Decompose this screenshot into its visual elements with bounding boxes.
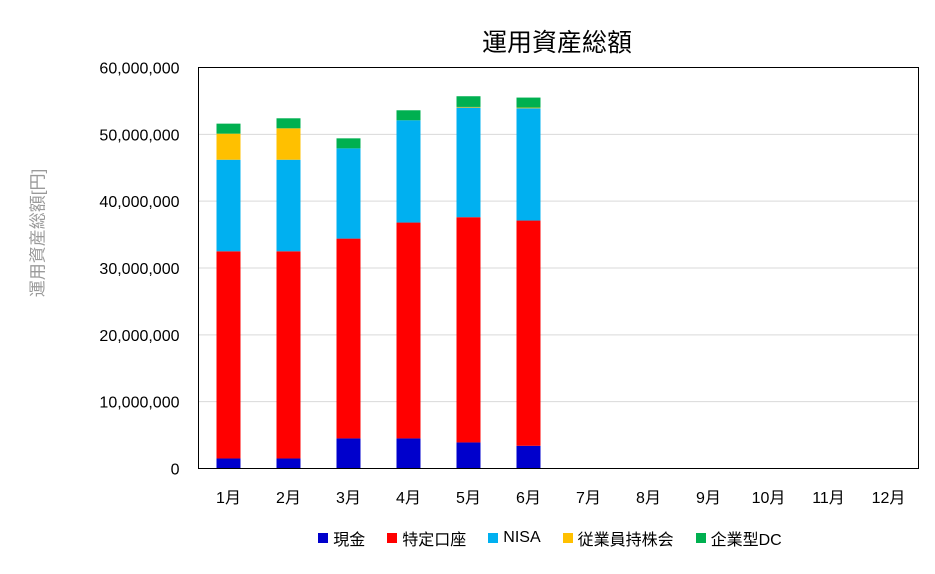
x-tick-label: 5月 bbox=[456, 490, 481, 507]
legend-item: 従業員持株会 bbox=[562, 526, 674, 550]
gridlines bbox=[198, 133, 919, 403]
y-tick-label: 40,000,000 bbox=[99, 194, 179, 211]
plot-area-border bbox=[198, 67, 919, 469]
bar-segment bbox=[456, 106, 481, 108]
y-tick-label: 20,000,000 bbox=[99, 328, 179, 345]
bar-segment bbox=[516, 107, 541, 109]
x-tick-label: 12月 bbox=[872, 490, 906, 507]
bar-segment bbox=[336, 138, 361, 149]
y-tick-label: 50,000,000 bbox=[99, 127, 179, 144]
bar-segment bbox=[216, 123, 241, 134]
legend-label: 従業員持株会 bbox=[577, 532, 674, 549]
x-tick-label: 11月 bbox=[812, 490, 845, 507]
bar-segment bbox=[456, 107, 481, 218]
x-tick-label: 6月 bbox=[516, 490, 541, 507]
legend-swatch bbox=[488, 533, 499, 543]
bar-segment bbox=[276, 118, 301, 129]
x-tick-label: 9月 bbox=[696, 490, 721, 507]
bar-segment bbox=[276, 128, 301, 160]
bar-segment bbox=[516, 220, 541, 446]
x-tick-label: 10月 bbox=[752, 490, 786, 507]
bar-segment bbox=[516, 108, 541, 221]
bar-segment bbox=[216, 133, 241, 160]
legend-swatch bbox=[695, 533, 706, 543]
x-tick-labels: 1月 2月 3月 4月 5月 6月 7月 8月 9月 10月 11月 12月 bbox=[216, 490, 905, 507]
bar-segment bbox=[516, 97, 541, 108]
y-tick-label: 60,000,000 bbox=[99, 61, 179, 78]
legend-label: 現金 bbox=[333, 532, 366, 549]
bar-segment bbox=[336, 438, 361, 469]
bar-segment bbox=[396, 438, 421, 469]
legend-label: 特定口座 bbox=[402, 532, 467, 549]
legend-swatch bbox=[318, 533, 329, 543]
bar-segment bbox=[456, 442, 481, 469]
bar-segment bbox=[456, 96, 481, 107]
bar-segment bbox=[276, 251, 301, 459]
y-tick-label: 30,000,000 bbox=[99, 261, 179, 278]
bar-segment bbox=[396, 222, 421, 439]
y-tick-label: 10,000,000 bbox=[99, 395, 179, 412]
bar-segment bbox=[216, 159, 241, 252]
bar-segment bbox=[216, 458, 241, 469]
legend-item: 企業型DC bbox=[695, 526, 782, 550]
legend: 現金 特定口座 NISA 従業員持株会 企業型DC bbox=[190, 526, 910, 550]
x-tick-label: 8月 bbox=[636, 490, 661, 507]
bar-segment bbox=[456, 217, 481, 443]
bar-segment bbox=[336, 148, 361, 239]
bar-segment bbox=[276, 159, 301, 252]
y-axis-label: 運用資産総額[円] bbox=[29, 169, 48, 297]
chart-title: 運用資産総額 bbox=[482, 29, 632, 57]
y-tick-label: 0 bbox=[171, 462, 180, 479]
legend-label: NISA bbox=[503, 529, 541, 546]
y-tick-labels: 0 10,000,000 20,000,000 30,000,000 40,000,00… bbox=[99, 61, 179, 479]
bars bbox=[216, 96, 541, 469]
x-tick-label: 1月 bbox=[216, 490, 241, 507]
legend-swatch bbox=[387, 533, 398, 543]
bar-segment bbox=[396, 110, 421, 121]
x-tick-label: 2月 bbox=[276, 490, 301, 507]
bar-segment bbox=[396, 120, 421, 223]
legend-item: NISA bbox=[488, 529, 541, 547]
bar-segment bbox=[336, 238, 361, 439]
legend-swatch bbox=[562, 533, 573, 543]
x-tick-label: 7月 bbox=[576, 490, 601, 507]
legend-item: 特定口座 bbox=[387, 526, 466, 550]
x-tick-label: 3月 bbox=[336, 490, 361, 507]
x-tick-label: 4月 bbox=[396, 490, 421, 507]
legend-item: 現金 bbox=[318, 526, 365, 550]
legend-label: 企業型DC bbox=[710, 532, 782, 549]
bar-segment bbox=[516, 445, 541, 469]
bar-segment bbox=[216, 251, 241, 459]
bar-segment bbox=[276, 458, 301, 469]
